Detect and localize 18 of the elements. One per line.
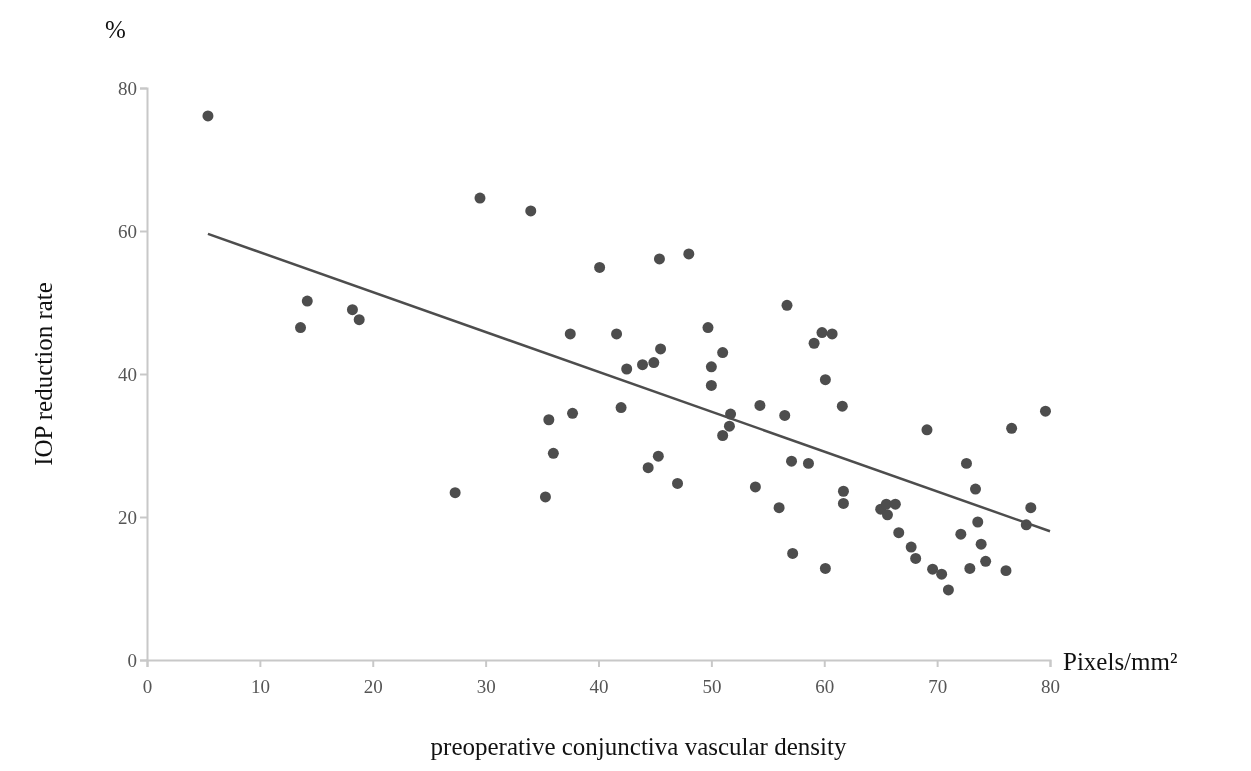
x-tick-label: 50 — [702, 675, 722, 697]
y-axis-title: IOP reduction rate — [30, 282, 57, 466]
x-tick-label: 70 — [928, 675, 948, 697]
x-tick-label: 80 — [1041, 675, 1060, 697]
y-tick-label: 20 — [118, 506, 137, 528]
x-tick-label: 30 — [476, 675, 496, 697]
text: Pixels/mm² — [1063, 648, 1178, 675]
x-axis-title: preoperative conjunctiva vascular density — [430, 733, 847, 760]
x-tick-label: 0 — [142, 675, 153, 697]
y-tick-label: 60 — [118, 220, 137, 242]
x-tick-label: 10 — [250, 675, 270, 697]
y-tick-label: 0 — [127, 649, 137, 671]
y-tick-label: 40 — [118, 363, 137, 385]
x-tick-label: 40 — [589, 675, 609, 697]
text: % — [105, 16, 126, 43]
y-tick-label: 80 — [118, 77, 137, 99]
x-tick-label: 60 — [815, 675, 835, 697]
x-tick-label: 20 — [363, 675, 383, 697]
